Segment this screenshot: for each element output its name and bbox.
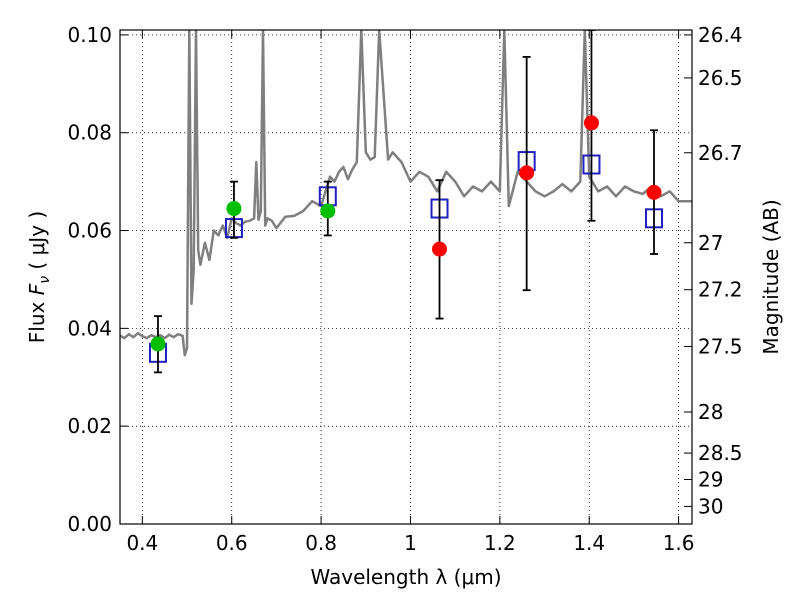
y-tick-label: 0.04 xyxy=(67,316,112,340)
x-tick-label: 1.6 xyxy=(663,531,695,555)
x-tick-label: 0.8 xyxy=(305,531,337,555)
detection-point xyxy=(226,201,242,217)
upper-limit-point xyxy=(583,115,599,131)
plot-area xyxy=(120,30,692,374)
y2-tick-label: 26.4 xyxy=(698,23,743,47)
y-axis-title-subscript: ν xyxy=(37,276,53,284)
y2-tick-label: 30 xyxy=(698,494,723,518)
y-tick-label: 0.02 xyxy=(67,414,112,438)
y2-tick-label: 27 xyxy=(698,231,723,255)
y2-axis-title: Magnitude (AB) xyxy=(759,199,783,354)
upper-limit-point xyxy=(646,184,662,200)
detection-point xyxy=(150,336,166,352)
y-tick-label: 0.06 xyxy=(67,219,112,243)
y2-tick-label: 29 xyxy=(698,467,723,491)
y2-tick-label: 26.5 xyxy=(698,66,743,90)
x-tick-label: 0.4 xyxy=(126,531,158,555)
y2-tick-label: 28 xyxy=(698,400,723,424)
y-axis-title: Flux Fν ( μJy ) xyxy=(25,211,53,343)
x-tick-label: 1.2 xyxy=(484,531,516,555)
y-axis-title-suffix: ( μJy ) xyxy=(25,211,49,276)
y2-tick-label: 28.5 xyxy=(698,441,743,465)
spectrum-line xyxy=(120,30,692,357)
y-tick-label: 0.10 xyxy=(67,23,112,47)
x-tick-label: 1 xyxy=(404,531,417,555)
y-tick-label: 0.00 xyxy=(67,512,112,536)
y-axis-title-symbol: F xyxy=(25,283,49,295)
x-tick-label: 1.4 xyxy=(573,531,605,555)
y2-tick-label: 26.7 xyxy=(698,141,743,165)
y2-tick-label: 27.5 xyxy=(698,334,743,358)
detection-point xyxy=(320,203,336,219)
upper-limit-point xyxy=(432,241,448,257)
plot-frame xyxy=(119,29,693,525)
x-tick-label: 0.6 xyxy=(216,531,248,555)
y-tick-label: 0.08 xyxy=(67,121,112,145)
y2-tick-label: 27.2 xyxy=(698,278,743,302)
upper-limit-point xyxy=(519,165,535,181)
ticks: 0.4 0.6 0.8 1 1.2 1.4 1.6 0.00 0.02 0.04 0.06 0.08 0… xyxy=(67,23,742,555)
y-axis-title-prefix: Flux xyxy=(25,295,49,343)
x-axis-title: Wavelength λ (μm) xyxy=(310,565,501,589)
